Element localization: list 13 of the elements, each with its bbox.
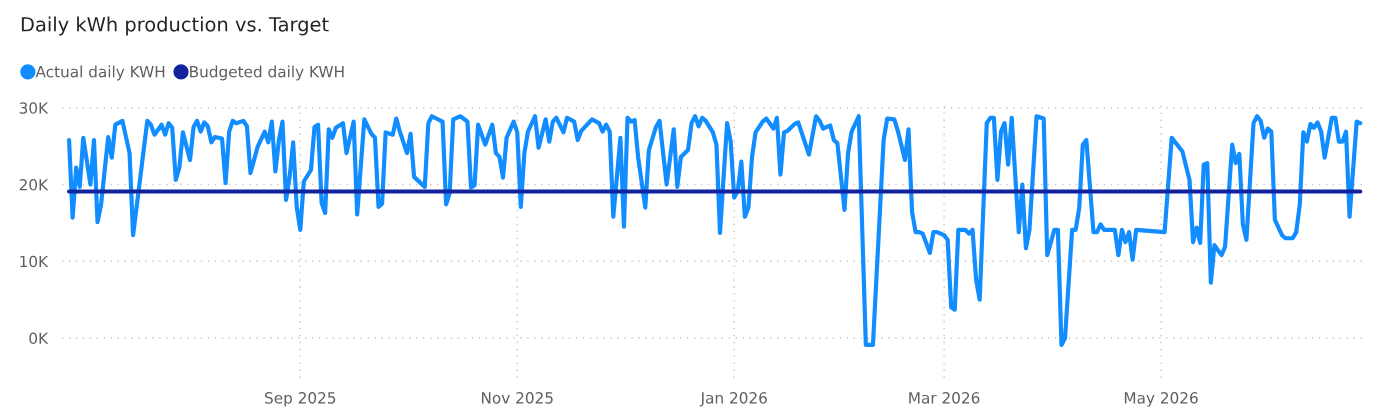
x-tick-label: Jan 2026 — [699, 392, 767, 407]
chart-title: Daily kWh production vs. Target — [21, 16, 329, 36]
y-tick-label: 0K — [29, 332, 49, 345]
line-series — [66, 114, 1363, 348]
x-tick-label: Sep 2025 — [265, 392, 336, 407]
legend-label: Budgeted daily KWH — [190, 65, 344, 81]
y-tick-label: 30K — [19, 102, 49, 114]
y-tick-label: 20K — [19, 179, 49, 191]
x-tick-label: Mar 2026 — [909, 392, 980, 404]
x-tick-label: Nov 2025 — [481, 392, 553, 404]
x-tick-label: May 2026 — [1124, 392, 1198, 407]
legend-label: Actual daily KWH — [35, 65, 165, 81]
y-tick-label: 10K — [20, 255, 49, 268]
